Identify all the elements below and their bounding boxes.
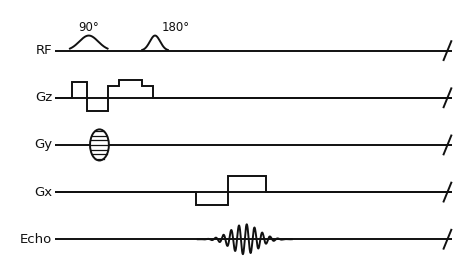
Text: RF: RF bbox=[36, 44, 53, 57]
Text: Echo: Echo bbox=[20, 233, 53, 246]
Text: 180°: 180° bbox=[162, 21, 190, 34]
Text: Gy: Gy bbox=[34, 138, 53, 152]
Text: Gx: Gx bbox=[34, 186, 53, 198]
Text: Gz: Gz bbox=[35, 91, 53, 104]
Ellipse shape bbox=[90, 129, 109, 161]
Text: 90°: 90° bbox=[78, 21, 99, 34]
